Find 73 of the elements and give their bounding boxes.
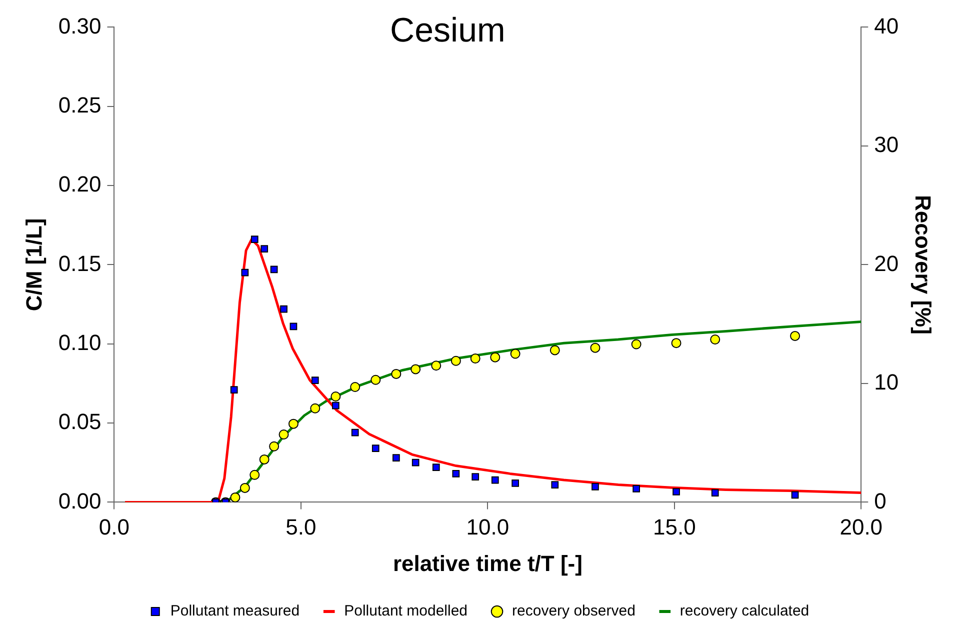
point xyxy=(470,354,480,364)
point xyxy=(672,488,680,496)
y-tick-label: 0.00 xyxy=(58,488,102,514)
point xyxy=(259,454,270,464)
point xyxy=(311,376,319,384)
point xyxy=(412,458,420,466)
point xyxy=(351,428,359,436)
point xyxy=(280,305,288,313)
legend-label: Pollutant modelled xyxy=(344,602,468,620)
point xyxy=(790,330,800,341)
point xyxy=(241,268,249,276)
y-tick-label: 0.05 xyxy=(58,409,102,434)
point xyxy=(250,236,258,244)
point xyxy=(240,482,250,493)
point xyxy=(288,418,298,429)
point xyxy=(592,483,599,490)
point xyxy=(631,339,642,350)
point xyxy=(278,430,289,440)
x-axis-title: relative time t/T [-] xyxy=(392,550,582,576)
point xyxy=(330,392,341,402)
legend-label: recovery observed xyxy=(512,602,636,620)
y-tick-label: 0.25 xyxy=(58,92,102,118)
y-axis-title: C/M [1/L] xyxy=(21,218,46,312)
point xyxy=(370,374,381,385)
point xyxy=(510,348,520,359)
legend-label: Pollutant measured xyxy=(170,602,300,620)
point xyxy=(332,402,340,410)
x-tick-label: 0.0 xyxy=(98,514,130,540)
point xyxy=(410,364,421,374)
y-tick-label: 0.30 xyxy=(58,13,102,38)
y2-tick-label: 0 xyxy=(874,488,886,514)
point xyxy=(512,480,519,487)
point xyxy=(350,382,360,392)
point xyxy=(791,491,799,499)
point xyxy=(710,334,720,345)
point xyxy=(431,360,442,371)
chart-title: Cesium xyxy=(390,12,506,50)
point xyxy=(310,403,320,414)
point xyxy=(551,481,559,488)
point xyxy=(372,444,380,452)
point xyxy=(491,476,499,484)
point xyxy=(671,338,682,348)
point xyxy=(250,470,260,480)
point xyxy=(391,368,402,379)
point xyxy=(450,356,461,366)
point xyxy=(452,470,460,478)
point xyxy=(550,345,560,356)
x-tick-label: 10.0 xyxy=(466,514,510,540)
point xyxy=(590,342,600,353)
y-tick-label: 0.20 xyxy=(58,172,102,197)
point xyxy=(472,473,480,481)
point xyxy=(632,485,640,492)
y2-tick-label: 30 xyxy=(874,132,899,158)
x-tick-label: 15.0 xyxy=(652,514,696,540)
x-tick-label: 5.0 xyxy=(286,514,316,540)
y2-tick-label: 20 xyxy=(874,250,899,276)
y2-tick-label: 40 xyxy=(874,13,899,38)
x-tick-label: 20.0 xyxy=(840,514,883,540)
point xyxy=(230,492,240,502)
point xyxy=(392,454,400,462)
point xyxy=(230,386,238,394)
y2-axis-title: Recovery [%] xyxy=(910,195,936,334)
point xyxy=(290,322,298,330)
point xyxy=(270,266,278,274)
point xyxy=(269,441,280,452)
point xyxy=(260,245,268,253)
y-tick-label: 0.15 xyxy=(58,250,102,276)
point xyxy=(490,352,500,362)
point xyxy=(432,464,440,472)
y2-tick-label: 10 xyxy=(874,370,899,395)
point xyxy=(711,489,719,497)
legend-label: recovery calculated xyxy=(680,602,810,620)
y-tick-label: 0.10 xyxy=(58,330,102,355)
